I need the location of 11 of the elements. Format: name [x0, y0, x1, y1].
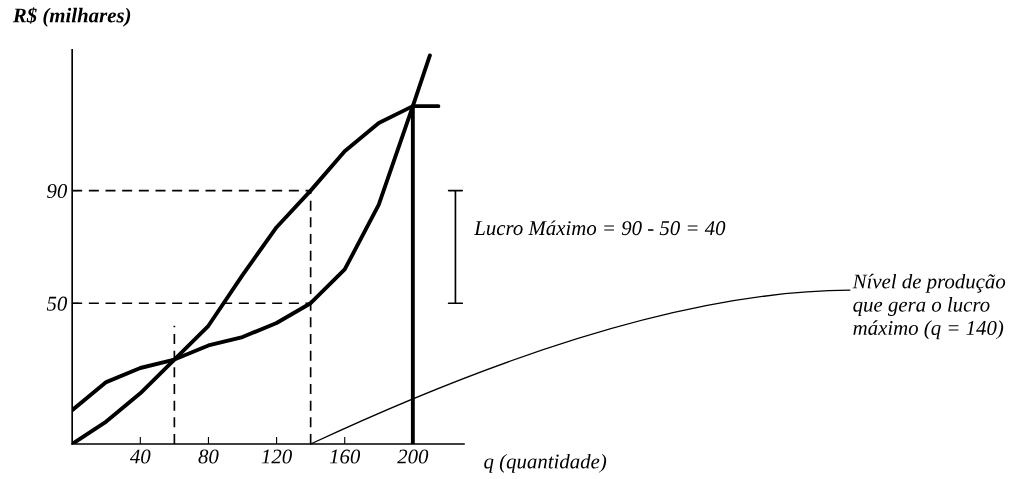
y-axis-title: R$ (milhares)	[12, 7, 131, 27]
x-tick-label: 40	[129, 449, 151, 464]
annotation: Nível de produção que gera o lucro máximo (q = 140)	[852, 273, 1006, 340]
x-tick-label: 80	[198, 449, 219, 464]
text: Lucro Máximo = 90 - 50 = 40	[474, 220, 726, 236]
x-tick-label: 120	[261, 449, 292, 464]
y-tick-label: 90	[47, 183, 68, 199]
x-tick-label: 200	[397, 449, 429, 464]
x-axis-title: q (quantidade)	[484, 453, 607, 473]
x-tick-label: 160	[329, 449, 361, 464]
y-tick-label: 50	[46, 296, 68, 311]
